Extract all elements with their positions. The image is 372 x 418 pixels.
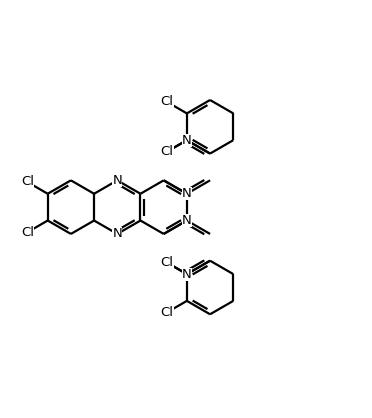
Text: N: N [182, 268, 192, 280]
Text: N: N [112, 174, 122, 187]
Text: Cl: Cl [160, 306, 173, 319]
Text: Cl: Cl [160, 256, 173, 269]
Text: Cl: Cl [21, 176, 34, 189]
Text: N: N [182, 134, 192, 147]
Text: Cl: Cl [160, 145, 173, 158]
Text: N: N [182, 214, 192, 227]
Text: Cl: Cl [160, 95, 173, 108]
Text: N: N [112, 227, 122, 240]
Text: N: N [182, 187, 192, 200]
Text: Cl: Cl [21, 226, 34, 239]
